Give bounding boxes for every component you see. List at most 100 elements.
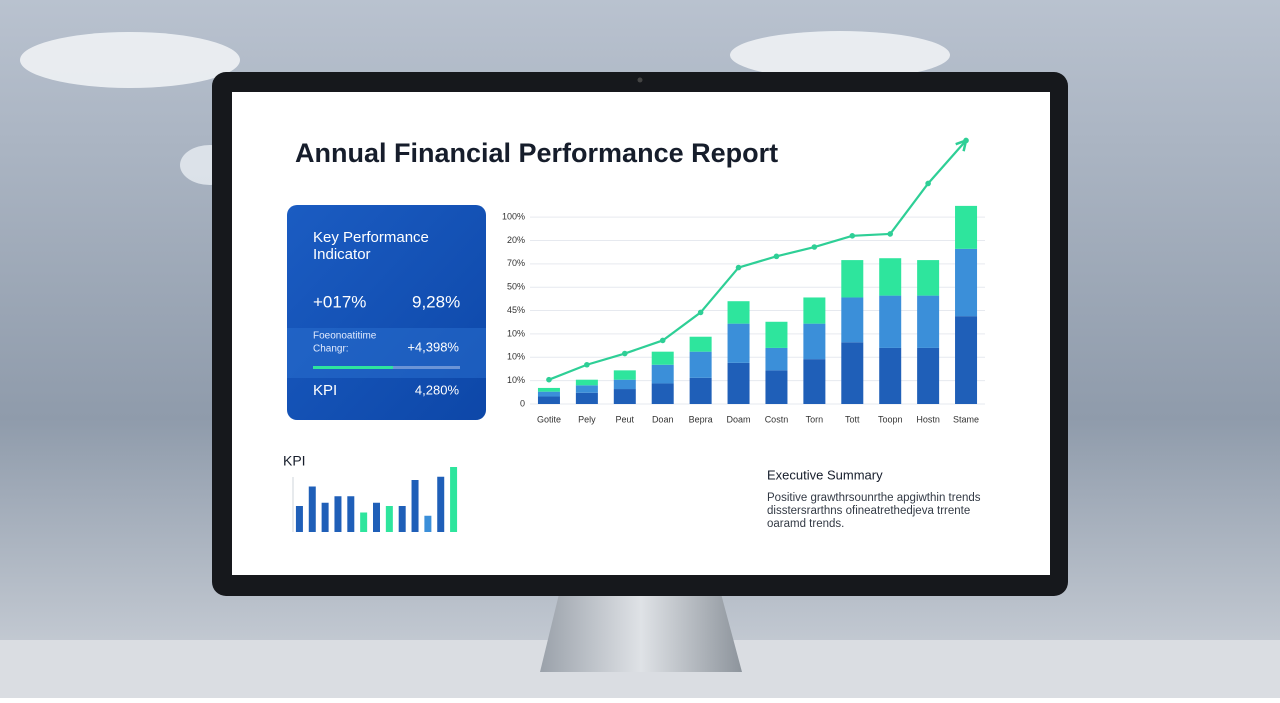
y-tick-label: 0 [520, 398, 525, 408]
bar-segment [651, 351, 674, 365]
bar-segment [651, 364, 674, 384]
bar-segment [765, 321, 788, 348]
line-point [925, 180, 931, 187]
bar [321, 502, 329, 532]
bar [411, 480, 419, 532]
bar-segment [879, 295, 902, 348]
line-point [849, 232, 856, 239]
bar [385, 506, 393, 532]
bar [424, 515, 432, 532]
bar-segment [689, 377, 712, 404]
bar-segment [879, 347, 902, 404]
x-tick-label: Bepra [689, 414, 713, 424]
bar-segment [575, 392, 598, 404]
bar-segment [689, 336, 712, 352]
bar-segment [613, 389, 636, 404]
bar-segment [575, 379, 598, 386]
report-title: Annual Financial Performance Report [295, 138, 778, 168]
line-point [811, 244, 818, 250]
y-tick-label: 10% [507, 352, 525, 362]
bar-segment [841, 297, 864, 343]
x-tick-label: Gotite [537, 414, 561, 424]
x-tick-label: Stame [953, 414, 979, 424]
summary-line: Positive grawthrsounrthe apgiwthin trend… [767, 492, 981, 504]
summary-line: disstersrarthns ofineatrethedjeva trrent… [767, 505, 970, 517]
x-tick-label: Toopn [878, 414, 903, 424]
bar-segment [727, 362, 750, 404]
kpi-value: 4,280% [415, 382, 460, 397]
line-point [887, 231, 894, 237]
bar-segment [917, 347, 940, 404]
y-tick-label: 70% [507, 258, 525, 268]
kpi-metric: 9,28% [412, 292, 460, 311]
x-tick-label: Hostn [916, 414, 940, 424]
progress-fill [313, 366, 393, 369]
bar-segment [841, 342, 864, 404]
bar-segment [955, 205, 978, 249]
bar [360, 512, 368, 532]
x-tick-label: Doan [652, 414, 674, 424]
bar-segment [765, 370, 788, 404]
bar-segment [803, 359, 826, 404]
kpi-band [287, 328, 486, 378]
ceiling-light [730, 31, 950, 79]
y-tick-label: 10% [507, 328, 525, 338]
bar-segment [613, 370, 636, 380]
arrow-head [955, 138, 968, 152]
bar-segment [537, 396, 560, 404]
bar-segment [651, 383, 674, 404]
y-tick-label: 100% [502, 211, 525, 221]
line-point [621, 350, 628, 357]
line [548, 139, 967, 381]
kpi-label: KPI [313, 382, 337, 399]
ceiling-light [20, 32, 240, 88]
bar [295, 506, 303, 532]
line-point [773, 253, 780, 260]
bar-segment [917, 260, 940, 296]
camera [637, 77, 643, 83]
x-tick-label: Costn [765, 414, 789, 424]
monitor-stand [540, 590, 742, 672]
x-tick-label: Doam [727, 414, 751, 424]
bar-segment [803, 297, 826, 324]
bar [308, 486, 316, 532]
kpi-change-value: +4,398% [407, 339, 459, 354]
kpi-metric: +017% [313, 292, 366, 311]
line-point [697, 309, 704, 316]
summary-title: Executive Summary [767, 467, 883, 482]
bar [398, 506, 406, 532]
bar-segment [917, 295, 940, 348]
bar-segment [727, 301, 750, 324]
line-point [659, 337, 666, 344]
y-tick-label: 45% [507, 305, 525, 315]
bar [373, 502, 380, 532]
line-point [735, 264, 742, 271]
bar-segment [575, 385, 598, 393]
bar-segment [841, 260, 864, 298]
x-tick-label: Peut [616, 414, 635, 424]
bar-segment [765, 347, 788, 371]
bar [450, 467, 458, 532]
kpi-card-title: Indicator [313, 246, 371, 263]
x-tick-label: Torn [806, 414, 824, 424]
y-tick-label: 10% [507, 375, 525, 385]
bar-segment [803, 323, 826, 360]
bar [437, 476, 445, 532]
bar-segment [537, 387, 560, 392]
x-tick-label: Tott [845, 414, 860, 424]
mini-chart-title: KPI [283, 453, 306, 469]
bar-segment [689, 351, 712, 378]
bar-segment [613, 379, 636, 390]
summary-line: oaramd trends. [767, 518, 844, 530]
bar-segment [879, 258, 902, 296]
bar [347, 496, 355, 532]
kpi-change-label: Foeonoatitime [313, 331, 377, 342]
line-point [584, 361, 590, 368]
bar-segment [537, 391, 560, 397]
line-point [546, 376, 552, 383]
bar [334, 496, 342, 532]
x-tick-label: Pely [578, 414, 596, 424]
y-tick-label: 20% [507, 235, 525, 245]
